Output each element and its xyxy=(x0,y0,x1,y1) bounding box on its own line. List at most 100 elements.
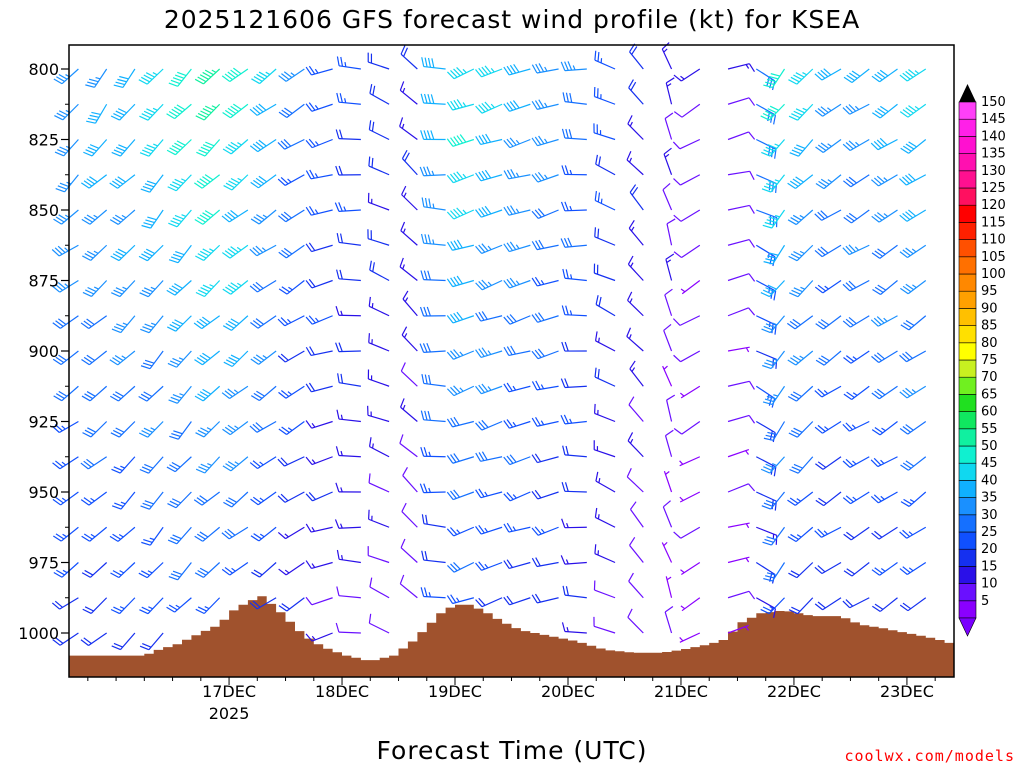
wind-barb xyxy=(531,135,559,147)
wind-barb xyxy=(761,315,785,334)
wind-barb xyxy=(166,280,192,296)
x-tick-label: 19DEC xyxy=(428,682,482,701)
wind-barb xyxy=(814,597,842,611)
wind-barb xyxy=(420,587,446,599)
wind-barb xyxy=(421,514,446,528)
wind-barb xyxy=(195,421,221,438)
wind-barb xyxy=(756,315,777,335)
wind-barb xyxy=(305,596,333,606)
wind-barb xyxy=(446,134,475,147)
wind-barb xyxy=(755,244,776,267)
colorbar-tick-label: 50 xyxy=(981,439,998,454)
wind-barb xyxy=(54,103,79,121)
wind-barb xyxy=(250,385,277,402)
wind-barb xyxy=(305,65,333,76)
wind-barb xyxy=(334,202,361,213)
wind-barb xyxy=(336,56,361,70)
wind-barb xyxy=(400,45,418,70)
wind-barb xyxy=(594,191,616,211)
wind-barb xyxy=(305,560,333,570)
wind-barb xyxy=(399,117,418,140)
wind-barb xyxy=(666,218,676,246)
wind-barb xyxy=(662,365,673,387)
wind-barb xyxy=(663,147,673,175)
wind-barb xyxy=(139,280,164,298)
colorbar-tick-label: 55 xyxy=(981,422,998,437)
wind-barb xyxy=(503,314,531,325)
x-tick-label: 22DEC xyxy=(767,682,821,701)
wind-barb xyxy=(369,84,390,105)
colorbar-tick-label: 145 xyxy=(981,112,1006,127)
wind-barb xyxy=(249,103,277,116)
wind-barb xyxy=(195,280,221,298)
wind-barb xyxy=(680,561,701,575)
wind-barb xyxy=(843,526,870,541)
wind-barb xyxy=(305,346,333,357)
wind-barb xyxy=(278,385,305,399)
wind-barb xyxy=(872,280,898,296)
colorbar-tick-label: 105 xyxy=(981,250,1006,265)
wind-barb xyxy=(109,350,136,366)
colorbar-tick-label: 150 xyxy=(981,95,1006,110)
colorbar-tick-label: 45 xyxy=(981,456,998,471)
wind-barb xyxy=(250,174,277,189)
wind-barb xyxy=(369,577,390,599)
wind-barb xyxy=(788,562,814,579)
x-tick-label: 23DEC xyxy=(880,682,934,701)
wind-barb xyxy=(277,491,305,503)
wind-barb xyxy=(168,209,192,228)
wind-barb xyxy=(139,597,164,615)
wind-barb xyxy=(305,138,333,149)
wind-barb xyxy=(787,491,814,506)
wind-barb xyxy=(194,350,221,366)
wind-barb xyxy=(446,385,475,397)
wind-barb xyxy=(760,103,785,121)
wind-barb xyxy=(899,68,927,82)
wind-barb xyxy=(138,68,164,85)
wind-barb xyxy=(531,312,559,323)
wind-barb xyxy=(665,77,675,105)
wind-barb xyxy=(900,315,927,331)
wind-barb xyxy=(762,526,786,546)
wind-barb xyxy=(842,103,870,115)
y-tick-label: 1000 xyxy=(18,624,59,643)
colorbar-swatch xyxy=(958,204,977,223)
colorbar-swatch xyxy=(958,411,977,430)
colorbar-swatch xyxy=(958,118,977,137)
wind-barb xyxy=(788,103,814,121)
colorbar-tick-label: 80 xyxy=(981,336,998,351)
wind-barb xyxy=(446,239,474,251)
wind-barb xyxy=(561,128,587,141)
colorbar-swatch xyxy=(958,101,977,120)
wind-barb xyxy=(561,622,587,634)
wind-barb xyxy=(446,453,475,464)
wind-barb xyxy=(335,342,361,353)
wind-barb xyxy=(899,103,927,118)
wind-barb xyxy=(727,624,749,634)
wind-barb xyxy=(787,209,814,226)
wind-barb xyxy=(277,174,305,186)
wind-barb xyxy=(81,562,108,578)
wind-barb xyxy=(871,421,898,436)
wind-barb xyxy=(166,456,192,473)
wind-barb xyxy=(221,526,249,540)
wind-barb xyxy=(81,209,108,225)
wind-barb xyxy=(141,526,164,546)
wind-barb xyxy=(196,139,221,157)
wind-barb xyxy=(336,549,361,564)
colorbar-swatch xyxy=(958,514,977,533)
wind-barb xyxy=(673,421,701,435)
wind-barb xyxy=(139,103,164,121)
wind-barbs xyxy=(51,42,927,651)
colorbar-tick-label: 90 xyxy=(981,301,998,316)
wind-barb xyxy=(503,168,531,180)
wind-barb xyxy=(113,68,136,89)
wind-barb xyxy=(249,597,277,610)
wind-barb xyxy=(815,491,842,507)
wind-barb xyxy=(399,257,418,281)
wind-barb xyxy=(727,238,756,248)
wind-barb xyxy=(761,491,785,510)
wind-barb xyxy=(222,103,249,119)
surface-terrain xyxy=(69,596,954,677)
wind-barb xyxy=(336,409,361,423)
